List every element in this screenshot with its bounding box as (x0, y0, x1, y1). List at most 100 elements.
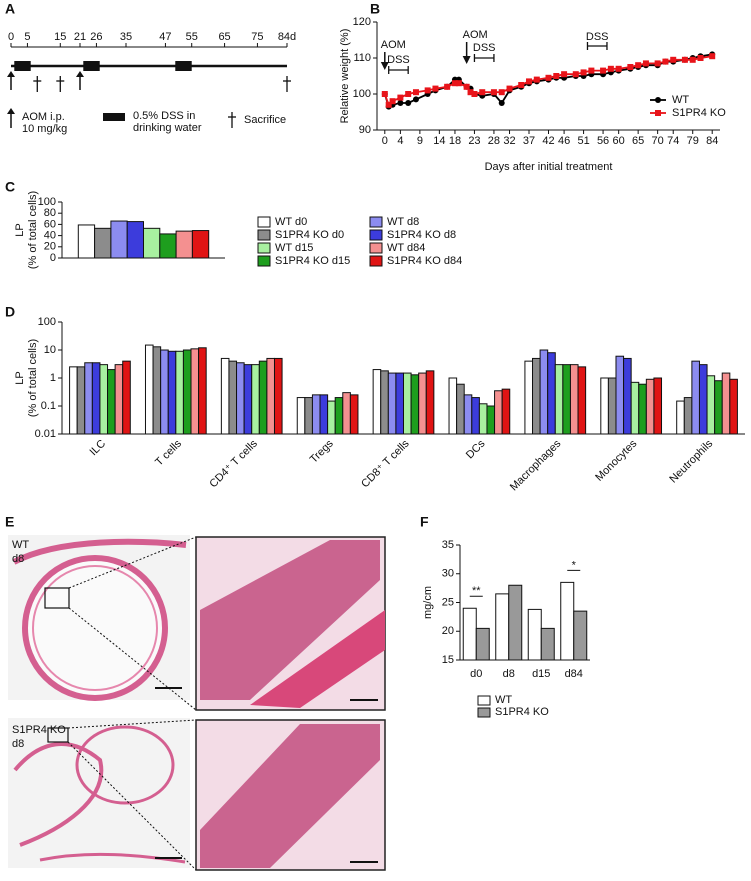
bar (600, 377, 609, 435)
x-tick-label: CD8⁺ T cells (359, 437, 412, 490)
y-axis-label: (% of total cells) (27, 339, 39, 417)
legend-arrow-head (7, 108, 15, 114)
bar (319, 394, 329, 435)
legend-swatch (257, 229, 271, 241)
timeline-tick-label: 35 (120, 31, 132, 43)
bar (114, 364, 124, 435)
dss-block (83, 61, 100, 71)
legend-label: drinking water (133, 122, 202, 134)
x-tick-label: T cells (153, 437, 184, 468)
tissue (39, 852, 186, 864)
bar (539, 349, 549, 435)
annotation: DSS (586, 31, 609, 43)
data-point (471, 91, 478, 97)
bar (380, 370, 389, 435)
bar (721, 372, 731, 435)
data-point (405, 91, 412, 97)
data-point (572, 71, 579, 78)
data-point (518, 82, 525, 88)
bar (475, 627, 490, 661)
bar (486, 405, 496, 435)
y-tick-label: 100 (353, 88, 371, 100)
bar (540, 627, 555, 661)
tissue (75, 725, 175, 805)
panel-letter: D (5, 304, 15, 320)
x-tick-label: Macrophages (508, 437, 564, 493)
legend-swatch (477, 695, 491, 706)
bar (273, 357, 283, 435)
bar (236, 362, 245, 435)
data-point (580, 69, 587, 76)
bar (175, 230, 193, 259)
bar (676, 400, 685, 435)
x-tick-label: d0 (470, 668, 482, 680)
data-point (627, 64, 634, 70)
timeline-tick-label: 26 (90, 31, 102, 43)
bar (167, 350, 177, 435)
data-point (412, 96, 419, 103)
data-point (709, 53, 716, 60)
bar (110, 220, 128, 259)
x-tick-label: 46 (558, 135, 570, 147)
x-tick-label: Monocytes (593, 437, 639, 483)
legend-label: WT (495, 694, 512, 706)
bar (126, 221, 144, 259)
y-tick-label: 30 (442, 568, 454, 580)
legend-swatch (257, 216, 271, 228)
image-label: d8 (12, 738, 24, 750)
data-point (681, 56, 688, 63)
bar (84, 362, 93, 435)
data-point (385, 101, 392, 108)
bar (143, 227, 161, 259)
bar (69, 366, 78, 435)
panel-letter: C (5, 179, 15, 195)
y-tick-label: 120 (353, 16, 371, 28)
crypts (200, 540, 380, 700)
data-point (498, 100, 505, 106)
bar (76, 366, 86, 435)
data-point (498, 89, 505, 96)
y-tick-label: 10 (44, 344, 56, 356)
bar (562, 364, 571, 435)
y-tick-label: 20 (442, 625, 454, 637)
legend-swatch (369, 229, 383, 241)
x-tick-label: d84 (565, 668, 583, 680)
legend-label: 10 mg/kg (22, 123, 67, 135)
y-tick-label: 100 (38, 196, 56, 208)
dss-block (175, 61, 192, 71)
legend-swatch (369, 242, 383, 254)
data-point (607, 65, 614, 72)
data-point (424, 87, 431, 94)
data-point (654, 60, 661, 67)
y-axis-label: Relative weight (%) (339, 29, 351, 124)
bar (220, 357, 230, 435)
x-tick-label: 9 (417, 135, 423, 147)
bar (395, 372, 404, 435)
bar (304, 397, 313, 435)
legend-label: WT d0 (275, 216, 307, 228)
bar (653, 377, 663, 435)
x-tick-label: 28 (488, 135, 500, 147)
legend-label: S1PR4 KO d0 (275, 229, 344, 241)
x-tick-label: 56 (597, 135, 609, 147)
series-line (383, 55, 713, 107)
timeline-tick-label: 47 (159, 31, 171, 43)
bar (560, 581, 575, 661)
bar (296, 397, 306, 435)
bar (160, 349, 169, 435)
aom-arrow-head (76, 71, 84, 77)
bar (251, 364, 260, 435)
bar (152, 346, 162, 435)
bar (387, 372, 397, 435)
bar (77, 224, 96, 259)
bar (577, 366, 587, 435)
legend-label: WT d15 (275, 242, 313, 254)
x-tick-label: 84 (706, 135, 718, 147)
legend-marker (655, 110, 661, 116)
y-tick-label: 110 (353, 52, 371, 64)
panel-letter: E (5, 514, 14, 530)
significance-label: ** (472, 585, 481, 597)
x-tick-label: d15 (532, 668, 550, 680)
timeline-tick-label: 15 (54, 31, 66, 43)
bar (418, 372, 427, 435)
